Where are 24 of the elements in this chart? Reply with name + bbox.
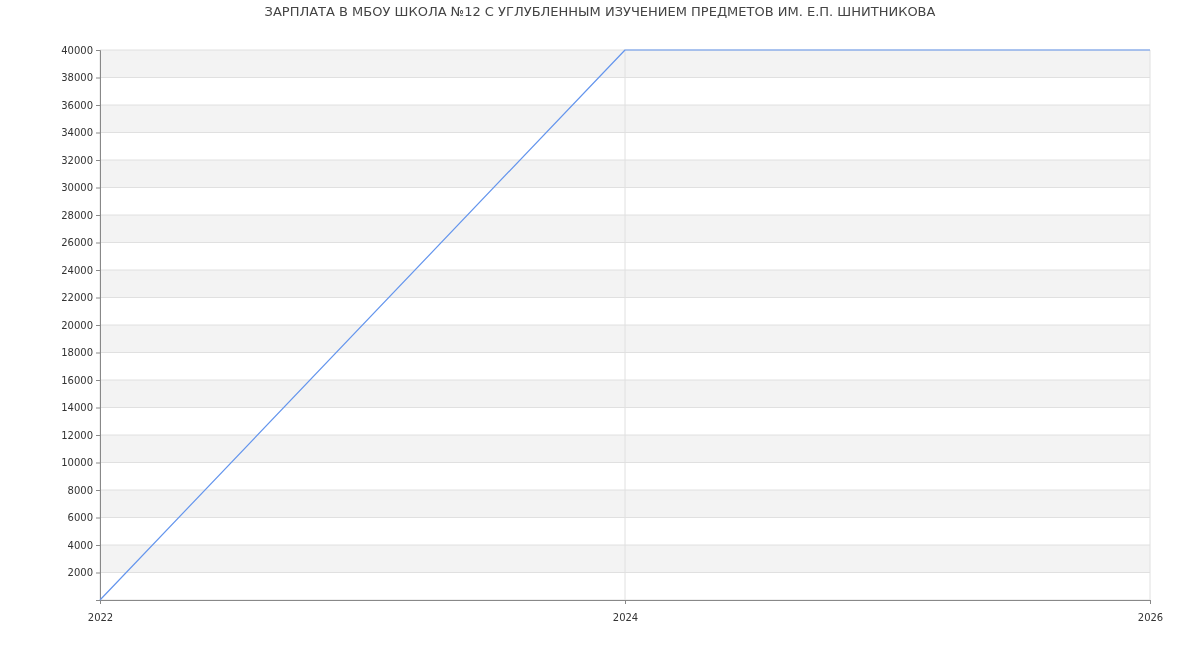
y-tick-label: 16000 <box>61 374 93 386</box>
y-tick-label: 36000 <box>61 99 93 111</box>
y-tick-label: 2000 <box>67 567 93 579</box>
y-tick-label: 34000 <box>61 127 93 139</box>
y-tick-label: 14000 <box>61 402 93 414</box>
y-tick-label: 4000 <box>67 539 93 551</box>
y-tick-label: 26000 <box>61 237 93 249</box>
y-tick-label: 38000 <box>61 72 93 84</box>
y-tick-label: 30000 <box>61 182 93 194</box>
y-tick-label: 28000 <box>61 209 93 221</box>
x-tick-label: 2026 <box>1137 612 1164 623</box>
y-tick-label: 20000 <box>61 319 93 331</box>
y-tick-label: 10000 <box>61 457 93 469</box>
x-tick-label: 2024 <box>612 612 639 623</box>
y-tick-label: 6000 <box>67 512 93 524</box>
y-tick-label: 24000 <box>61 264 93 276</box>
y-tick-label: 18000 <box>61 347 93 359</box>
chart-title: ЗАРПЛАТА В МБОУ ШКОЛА №12 С УГЛУБЛЕННЫМ ИЗУЧЕНИЕМ ПРЕДМЕТОВ ИМ. Е.П. ШНИТНИКОВА <box>264 4 936 19</box>
y-tick-label: 32000 <box>61 154 93 166</box>
y-tick-label: 12000 <box>61 429 93 441</box>
x-tick-label: 2022 <box>87 612 114 623</box>
y-tick-label: 40000 <box>61 44 93 56</box>
y-tick-label: 22000 <box>61 292 93 304</box>
y-tick-label: 8000 <box>67 484 93 496</box>
